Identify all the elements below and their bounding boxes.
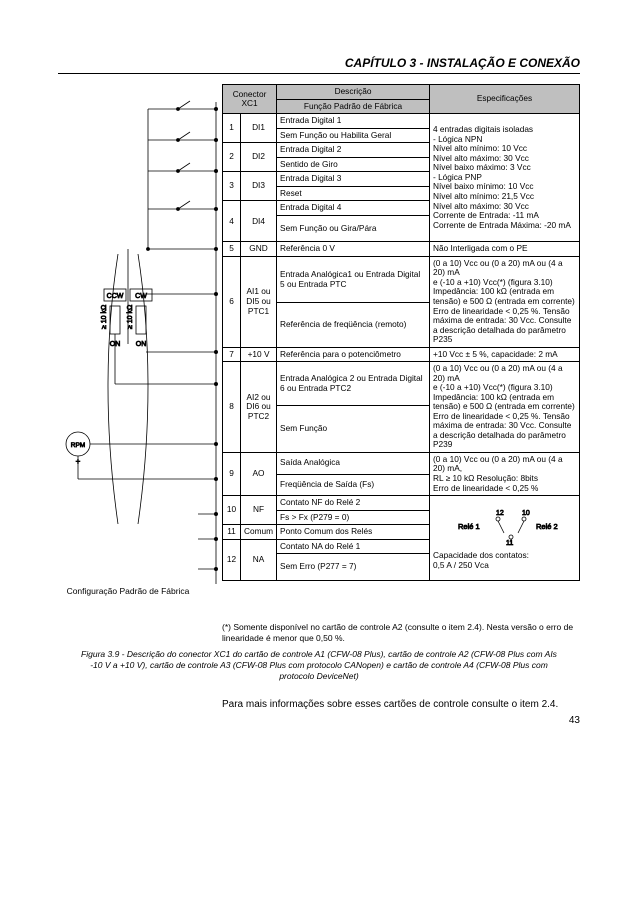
desc-4a: Entrada Digital 4: [277, 201, 430, 216]
config-label: Configuração Padrão de Fábrica: [67, 586, 190, 596]
code-9: AO: [241, 452, 277, 495]
desc-10b: Fs > Fx (P279 = 0): [277, 510, 430, 525]
desc-8a: Entrada Analógica 2 ou Entrada Digital 6…: [277, 362, 430, 406]
code-1: DI1: [241, 114, 277, 143]
code-4: DI4: [241, 201, 277, 242]
desc-12b: Sem Erro (P277 = 7): [277, 554, 430, 581]
spec-1-4: 4 entradas digitais isoladas - Lógica NP…: [430, 114, 580, 242]
page-number: 43: [569, 715, 580, 726]
svg-text:≥ 10 kΩ: ≥ 10 kΩ: [101, 305, 108, 329]
spec-10-12: 12 10 11 Relé 1 Relé 2 Capac: [430, 496, 580, 581]
desc-2b: Sentido de Giro: [277, 157, 430, 172]
svg-text:Relé 2: Relé 2: [536, 522, 558, 531]
pin-3: 3: [223, 172, 241, 201]
svg-text:CCW: CCW: [107, 293, 124, 300]
spec-9: (0 a 10) Vcc ou (0 a 20) mA ou (4 a 20) …: [430, 452, 580, 495]
desc-7: Referência para o potenciômetro: [277, 347, 430, 362]
desc-3a: Entrada Digital 3: [277, 172, 430, 187]
desc-4b: Sem Função ou Gira/Pára: [277, 215, 430, 242]
spec-8: (0 a 10) Vcc ou (0 a 20) mA ou (4 a 20) …: [430, 362, 580, 453]
desc-9a: Saída Analógica: [277, 452, 430, 474]
code-8: AI2 ou DI6 ou PTC2: [241, 362, 277, 453]
pin-2: 2: [223, 143, 241, 172]
th-conector: Conector XC1: [223, 85, 277, 114]
desc-2a: Entrada Digital 2: [277, 143, 430, 158]
pin-4: 4: [223, 201, 241, 242]
pin-7: 7: [223, 347, 241, 362]
code-5: GND: [241, 242, 277, 257]
pin-8: 8: [223, 362, 241, 453]
desc-3b: Reset: [277, 186, 430, 201]
footnote: (*) Somente disponível no cartão de cont…: [222, 622, 580, 643]
svg-text:Relé 1: Relé 1: [458, 522, 480, 531]
desc-6b: Referência de freqüência (remoto): [277, 303, 430, 347]
code-10: NF: [241, 496, 277, 525]
desc-6a: Entrada Analógica1 ou Entrada Digital 5 …: [277, 256, 430, 303]
pin-6: 6: [223, 256, 241, 347]
code-2: DI2: [241, 143, 277, 172]
pin-9: 9: [223, 452, 241, 495]
figure-caption: Figura 3.9 - Descrição do conector XC1 d…: [78, 649, 560, 682]
relay-diagram: 12 10 11 Relé 1 Relé 2: [440, 507, 570, 547]
pin-10: 10: [223, 496, 241, 525]
pin-1: 1: [223, 114, 241, 143]
svg-text:RPM: RPM: [71, 442, 85, 449]
spec-6: (0 a 10) Vcc ou (0 a 20) mA ou (4 a 20) …: [430, 256, 580, 347]
body-text: Para mais informações sobre esses cartõe…: [222, 698, 580, 712]
svg-text:12: 12: [496, 510, 504, 517]
desc-1b: Sem Função ou Habilita Geral: [277, 128, 430, 143]
th-descricao: Descrição: [277, 85, 430, 100]
chapter-title: CAPÍTULO 3 - INSTALAÇÃO E CONEXÃO: [58, 56, 580, 74]
spec-5: Não Interligada com o PE: [430, 242, 580, 257]
pin-12: 12: [223, 539, 241, 580]
code-3: DI3: [241, 172, 277, 201]
desc-11: Ponto Comum dos Relés: [277, 525, 430, 540]
th-funcao: Função Padrão de Fábrica: [277, 99, 430, 114]
desc-9b: Freqüência de Saída (Fs): [277, 474, 430, 496]
th-espec: Especificações: [430, 85, 580, 114]
svg-text:≥ 10 kΩ: ≥ 10 kΩ: [127, 305, 134, 329]
spec-7: +10 Vcc ± 5 %, capacidade: 2 mA: [430, 347, 580, 362]
desc-12a: Contato NA do Relé 1: [277, 539, 430, 554]
connector-table: Conector XC1 Descrição Especificações Fu…: [222, 84, 580, 581]
svg-text:11: 11: [506, 540, 513, 547]
code-11: Comum: [241, 525, 277, 540]
desc-8b: Sem Função: [277, 405, 430, 452]
svg-text:10: 10: [522, 510, 530, 517]
desc-1a: Entrada Digital 1: [277, 114, 430, 129]
code-7: +10 V: [241, 347, 277, 362]
svg-text:CW: CW: [135, 293, 147, 300]
wiring-diagram: CCW CW ≥ 10 kΩ ≥ 10 kΩ ON ON: [58, 84, 222, 616]
desc-10a: Contato NF do Relé 2: [277, 496, 430, 511]
pin-11: 11: [223, 525, 241, 540]
svg-text:ON: ON: [136, 341, 147, 348]
spec-contacts: Capacidade dos contatos: 0,5 A / 250 Vca: [433, 551, 576, 570]
pin-5: 5: [223, 242, 241, 257]
code-12: NA: [241, 539, 277, 580]
code-6: AI1 ou DI5 ou PTC1: [241, 256, 277, 347]
desc-5: Referência 0 V: [277, 242, 430, 257]
